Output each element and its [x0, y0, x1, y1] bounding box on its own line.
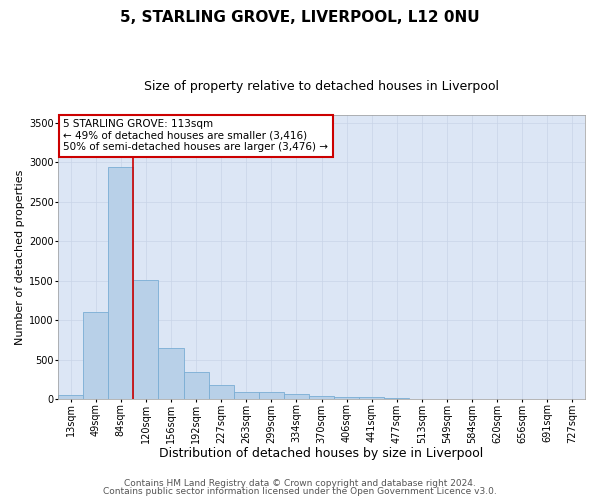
Bar: [133, 280, 158, 399]
Bar: [209, 384, 234, 399]
Bar: [359, 397, 384, 399]
Text: Contains HM Land Registry data © Crown copyright and database right 2024.: Contains HM Land Registry data © Crown c…: [124, 478, 476, 488]
Text: 5, STARLING GROVE, LIVERPOOL, L12 0NU: 5, STARLING GROVE, LIVERPOOL, L12 0NU: [120, 10, 480, 25]
Bar: [259, 392, 284, 399]
Title: Size of property relative to detached houses in Liverpool: Size of property relative to detached ho…: [144, 80, 499, 93]
Bar: [108, 167, 133, 399]
Y-axis label: Number of detached properties: Number of detached properties: [15, 170, 25, 345]
Text: 5 STARLING GROVE: 113sqm
← 49% of detached houses are smaller (3,416)
50% of sem: 5 STARLING GROVE: 113sqm ← 49% of detach…: [64, 120, 328, 152]
Bar: [384, 398, 409, 399]
Bar: [83, 312, 108, 399]
Bar: [234, 392, 259, 399]
X-axis label: Distribution of detached houses by size in Liverpool: Distribution of detached houses by size …: [160, 447, 484, 460]
Bar: [334, 397, 359, 399]
Bar: [158, 348, 184, 399]
Bar: [309, 396, 334, 399]
Bar: [58, 395, 83, 399]
Bar: [284, 394, 309, 399]
Bar: [184, 372, 209, 399]
Text: Contains public sector information licensed under the Open Government Licence v3: Contains public sector information licen…: [103, 487, 497, 496]
